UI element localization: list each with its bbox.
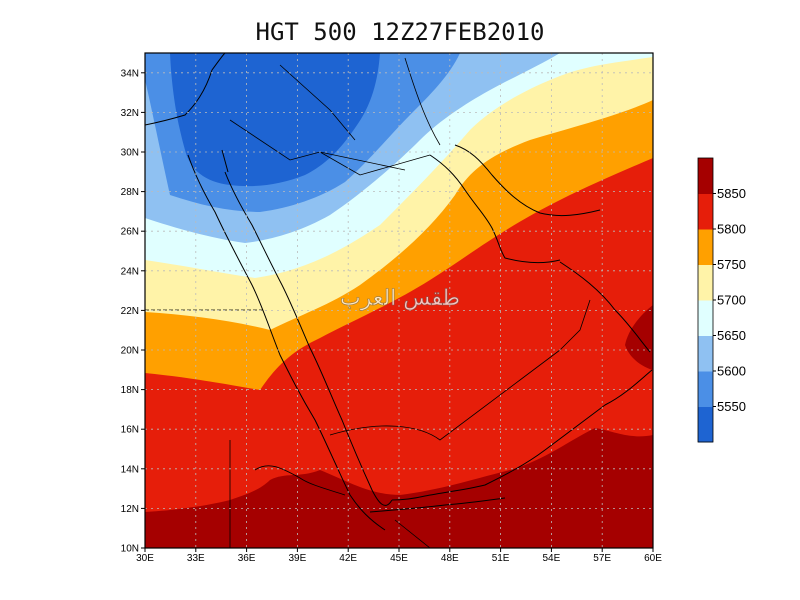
watermark-logo: طقس العرب <box>340 286 461 312</box>
lat-tick-label: 22N <box>121 306 139 317</box>
map-title: HGT 500 12Z27FEB2010 <box>255 18 545 46</box>
colorbar-swatch <box>698 158 713 194</box>
colorbar-label: 5750 <box>717 257 746 272</box>
lat-tick-label: 28N <box>121 187 139 198</box>
persian-gulf-west-coast <box>429 154 561 264</box>
lon-tick-label: 51E <box>492 553 510 564</box>
red-sea-east-coast <box>224 171 393 506</box>
gulf-of-aqaba <box>221 149 229 173</box>
colorbar-swatch <box>698 300 713 336</box>
lon-tick-label: 48E <box>441 553 459 564</box>
border-sudan-ethiopia <box>254 465 346 496</box>
border-saudi-oman <box>559 299 591 351</box>
lon-tick-label: 60E <box>644 553 662 564</box>
lon-tick-label: 42E <box>339 553 357 564</box>
lat-tick-label: 16N <box>121 425 139 436</box>
lat-tick-labels: 10N 12N 14N 16N 18N 20N 22N 24N 26N 28N 30N 32N 34N <box>121 68 145 555</box>
border-syria-iraq <box>279 64 356 141</box>
colorbar-swatch <box>698 229 713 265</box>
lon-tick-label: 45E <box>390 553 408 564</box>
colorbar-label: 5850 <box>717 186 746 201</box>
gridlines <box>145 53 653 548</box>
lat-tick-label: 26N <box>121 227 139 238</box>
lon-tick-label: 54E <box>543 553 561 564</box>
colorbar-label: 5600 <box>717 364 746 379</box>
colorbar-swatch <box>698 193 713 230</box>
lon-tick-label: 57E <box>593 553 611 564</box>
red-sea-west-coast <box>187 154 386 531</box>
lon-tick-label: 36E <box>238 553 256 564</box>
colorbar-label: 5650 <box>717 328 746 343</box>
border-iraq-iran <box>404 57 441 146</box>
colorbar-swatch <box>698 264 713 301</box>
lat-tick-label: 32N <box>121 108 139 119</box>
lat-tick-label: 18N <box>121 385 139 396</box>
arabian-south-coast <box>391 369 653 501</box>
lon-tick-label: 30E <box>136 553 154 564</box>
levant-coastline <box>145 53 226 126</box>
colorbar-label: 5550 <box>717 399 746 414</box>
border-jordan-saudi <box>229 119 406 171</box>
watermark-text: طقس العرب <box>340 286 460 311</box>
colorbar-label: 5800 <box>717 222 746 237</box>
lat-tick-label: 10N <box>121 544 139 555</box>
lat-tick-label: 24N <box>121 266 139 277</box>
border-saudi-yemen <box>329 349 561 441</box>
colorbar-swatch <box>698 371 713 407</box>
border-iraq-saudi <box>319 151 431 176</box>
colorbar: 5550 5600 5650 5700 5750 5800 5850 <box>697 157 746 443</box>
lon-tick-label: 33E <box>187 553 205 564</box>
border-ethiopia-somalia <box>394 519 431 548</box>
lat-tick-label: 34N <box>121 68 139 79</box>
lat-tick-label: 20N <box>121 346 139 357</box>
horn-of-africa-coast <box>369 497 506 513</box>
coastline-layer <box>145 53 653 531</box>
lat-tick-label: 12N <box>121 504 139 515</box>
lat-tick-label: 30N <box>121 148 139 159</box>
persian-gulf-east-coast <box>454 144 601 217</box>
oman-coast <box>559 261 651 353</box>
lat-tick-label: 14N <box>121 464 139 475</box>
lon-tick-labels: 30E 33E 36E 39E 42E 45E 48E 51E 54E 57E 60E <box>136 548 662 564</box>
lon-tick-label: 39E <box>289 553 307 564</box>
colorbar-swatch <box>698 406 713 443</box>
colorbar-label: 5700 <box>717 293 746 308</box>
colorbar-swatch <box>698 335 713 372</box>
